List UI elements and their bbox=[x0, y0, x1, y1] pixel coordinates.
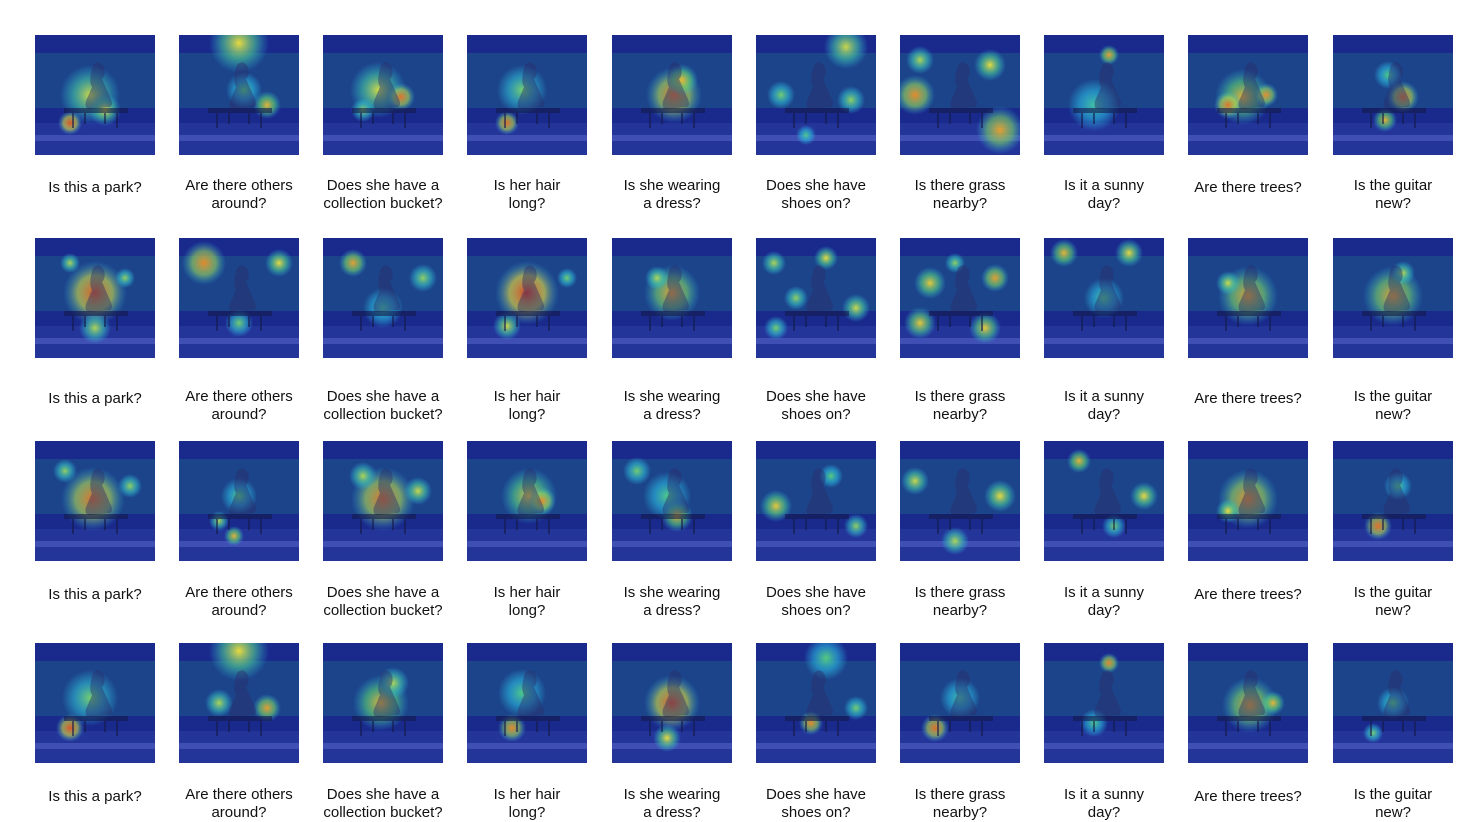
attention-heatmap-image bbox=[1188, 35, 1308, 155]
question-caption: Is it a sunny day? bbox=[1063, 177, 1145, 212]
attention-heatmap-image bbox=[467, 441, 587, 561]
attention-heatmap-image bbox=[612, 35, 732, 155]
attention-heatmap-image bbox=[179, 643, 299, 763]
question-caption: Does she have a collection bucket? bbox=[323, 177, 443, 212]
attention-heatmap-image bbox=[35, 643, 155, 763]
attention-heatmap-image bbox=[900, 643, 1020, 763]
attention-heatmap-image bbox=[612, 643, 732, 763]
attention-heatmap-image bbox=[1044, 643, 1164, 763]
question-caption: Is the guitar new? bbox=[1353, 177, 1433, 212]
attention-heatmap-image bbox=[756, 238, 876, 358]
question-caption: Is the guitar new? bbox=[1353, 584, 1433, 619]
attention-heatmap-image bbox=[1044, 238, 1164, 358]
question-caption: Is there grass nearby? bbox=[914, 786, 1006, 821]
question-caption: Is this a park? bbox=[48, 179, 142, 196]
question-caption: Are there trees? bbox=[1194, 788, 1302, 805]
question-caption: Does she have shoes on? bbox=[765, 786, 867, 821]
question-caption: Is the guitar new? bbox=[1353, 786, 1433, 821]
question-caption: Are there others around? bbox=[185, 177, 293, 212]
question-caption: Is this a park? bbox=[48, 788, 142, 805]
attention-heatmap-image bbox=[1188, 643, 1308, 763]
attention-heatmap-image bbox=[612, 441, 732, 561]
question-caption: Is she wearing a dress? bbox=[623, 177, 721, 212]
attention-heatmap-image bbox=[323, 238, 443, 358]
question-caption: Are there others around? bbox=[185, 584, 293, 619]
attention-heatmap-image bbox=[1188, 441, 1308, 561]
question-caption: Is it a sunny day? bbox=[1063, 584, 1145, 619]
attention-heatmap-image bbox=[467, 238, 587, 358]
attention-heatmap-image bbox=[1333, 238, 1453, 358]
attention-heatmap-image bbox=[900, 238, 1020, 358]
attention-heatmap-image bbox=[1333, 35, 1453, 155]
question-caption: Does she have a collection bucket? bbox=[323, 786, 443, 821]
attention-heatmap-image bbox=[1044, 441, 1164, 561]
attention-heatmap-image bbox=[900, 35, 1020, 155]
attention-heatmap-image bbox=[467, 35, 587, 155]
question-caption: Does she have shoes on? bbox=[765, 584, 867, 619]
question-caption: Is it a sunny day? bbox=[1063, 786, 1145, 821]
attention-heatmap-image bbox=[467, 643, 587, 763]
attention-heatmap-image bbox=[35, 238, 155, 358]
attention-heatmap-image bbox=[1333, 643, 1453, 763]
attention-heatmap-image bbox=[35, 441, 155, 561]
attention-heatmap-image bbox=[323, 643, 443, 763]
question-caption: Are there trees? bbox=[1194, 390, 1302, 407]
question-caption: Is her hair long? bbox=[493, 584, 561, 619]
question-caption: Is her hair long? bbox=[493, 786, 561, 821]
attention-heatmap-image bbox=[756, 441, 876, 561]
question-caption: Does she have shoes on? bbox=[765, 388, 867, 423]
question-caption: Are there others around? bbox=[185, 786, 293, 821]
question-caption: Are there trees? bbox=[1194, 179, 1302, 196]
question-caption: Is there grass nearby? bbox=[914, 584, 1006, 619]
question-caption: Is this a park? bbox=[48, 586, 142, 603]
attention-heatmap-image bbox=[1188, 238, 1308, 358]
question-caption: Is her hair long? bbox=[493, 177, 561, 212]
attention-heatmap-image bbox=[756, 35, 876, 155]
question-caption: Does she have shoes on? bbox=[765, 177, 867, 212]
question-caption: Is she wearing a dress? bbox=[623, 584, 721, 619]
attention-heatmap-image bbox=[1044, 35, 1164, 155]
question-caption: Are there trees? bbox=[1194, 586, 1302, 603]
question-caption: Is the guitar new? bbox=[1353, 388, 1433, 423]
attention-heatmap-image bbox=[900, 441, 1020, 561]
question-caption: Is she wearing a dress? bbox=[623, 786, 721, 821]
question-caption: Is she wearing a dress? bbox=[623, 388, 721, 423]
question-caption: Is this a park? bbox=[48, 390, 142, 407]
question-caption: Is there grass nearby? bbox=[914, 388, 1006, 423]
question-caption: Are there others around? bbox=[185, 388, 293, 423]
attention-heatmap-image bbox=[35, 35, 155, 155]
attention-heatmap-image bbox=[1333, 441, 1453, 561]
attention-heatmap-image bbox=[756, 643, 876, 763]
attention-heatmap-image bbox=[179, 441, 299, 561]
question-caption: Does she have a collection bucket? bbox=[323, 388, 443, 423]
attention-heatmap-image bbox=[323, 441, 443, 561]
question-caption: Is there grass nearby? bbox=[914, 177, 1006, 212]
attention-heatmap-image bbox=[179, 238, 299, 358]
attention-heatmap-image bbox=[179, 35, 299, 155]
question-caption: Is it a sunny day? bbox=[1063, 388, 1145, 423]
attention-heatmap-image bbox=[612, 238, 732, 358]
question-caption: Does she have a collection bucket? bbox=[323, 584, 443, 619]
question-caption: Is her hair long? bbox=[493, 388, 561, 423]
attention-heatmap-image bbox=[323, 35, 443, 155]
